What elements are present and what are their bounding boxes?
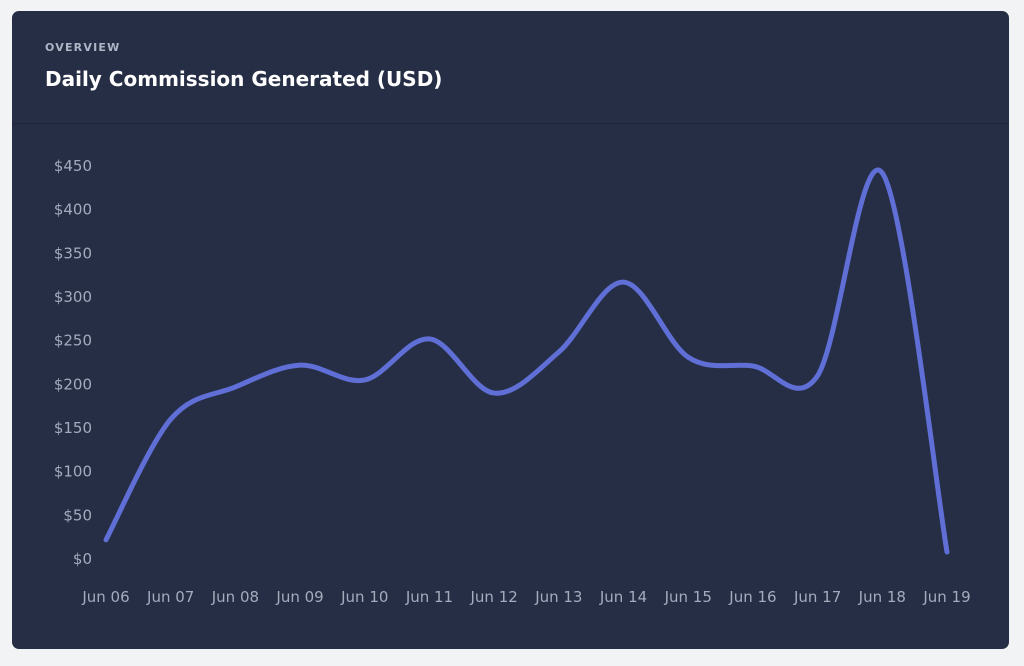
card-header: OVERVIEW Daily Commission Generated (USD…: [12, 11, 1009, 124]
x-tick-label: Jun 06: [81, 588, 129, 606]
x-tick-label: Jun 16: [728, 588, 776, 606]
x-tick-label: Jun 10: [340, 588, 388, 606]
data-point[interactable]: Jun 09: $222: [294, 359, 306, 371]
section-eyebrow: OVERVIEW: [45, 41, 121, 54]
chart-title: Daily Commission Generated (USD): [45, 67, 443, 91]
y-tick-label: $50: [63, 506, 92, 524]
data-point[interactable]: Jun 11: $252: [423, 333, 435, 345]
data-point[interactable]: Jun 15: $231: [682, 351, 694, 363]
x-tick-label: Jun 09: [275, 588, 323, 606]
x-tick-label: Jun 15: [664, 588, 712, 606]
y-tick-label: $300: [54, 288, 92, 306]
x-tick-label: Jun 12: [470, 588, 518, 606]
data-point[interactable]: Jun 16: $221: [747, 360, 759, 372]
y-tick-label: $400: [54, 201, 92, 219]
data-point[interactable]: Jun 19: $8: [941, 546, 953, 558]
x-tick-label: Jun 08: [211, 588, 259, 606]
y-tick-label: $100: [54, 463, 92, 481]
series-line: [103, 167, 950, 555]
x-tick-label: Jun 18: [858, 588, 906, 606]
data-point[interactable]: Jun 06: $22: [100, 534, 112, 546]
x-tick-label: Jun 17: [793, 588, 841, 606]
x-tick-label: Jun 19: [922, 588, 970, 606]
data-point[interactable]: Jun 14: $317: [618, 276, 630, 288]
data-point[interactable]: Jun 10: $205: [359, 374, 371, 386]
y-tick-label: $250: [54, 332, 92, 350]
chart-card: OVERVIEW Daily Commission Generated (USD…: [12, 11, 1009, 649]
data-point[interactable]: Jun 13: $237: [553, 346, 565, 358]
data-point[interactable]: Jun 12: $190: [488, 387, 500, 399]
x-tick-label: Jun 11: [405, 588, 453, 606]
data-point[interactable]: Jun 17: $210: [812, 370, 824, 382]
y-tick-label: $150: [54, 419, 92, 437]
data-point[interactable]: Jun 07: $160: [165, 413, 177, 425]
y-tick-label: $450: [54, 157, 92, 175]
x-tick-label: Jun 14: [599, 588, 647, 606]
x-tick-label: Jun 07: [146, 588, 194, 606]
data-point[interactable]: Jun 18: $442: [876, 167, 888, 179]
x-tick-label: Jun 13: [534, 588, 582, 606]
y-tick-label: $350: [54, 244, 92, 262]
line-chart: $0 $50 $100 $150 $200 $250 $300 $350 $400 $450 Jun…: [54, 157, 971, 606]
data-point[interactable]: Jun 08: $197: [229, 381, 241, 393]
y-tick-label: $200: [54, 375, 92, 393]
y-tick-label: $0: [73, 550, 92, 568]
